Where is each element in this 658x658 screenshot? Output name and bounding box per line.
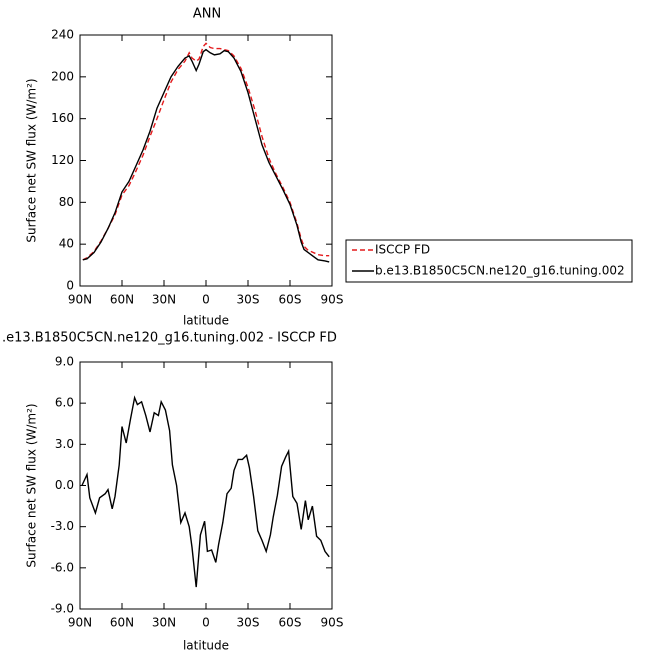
y-tick-label: -6.0 [51, 560, 74, 574]
x-axis-label: latitude [183, 639, 229, 653]
y-tick-label: 200 [51, 69, 74, 83]
y-axis-label: Surface net SW flux (W/m²) [25, 403, 39, 567]
x-tick-label: 90N [68, 616, 92, 630]
x-tick-label: 60S [279, 616, 302, 630]
x-tick-label: 0 [202, 616, 210, 630]
x-tick-label: 60N [110, 293, 134, 307]
y-tick-label: 160 [51, 111, 74, 125]
y-tick-label: 9.0 [55, 355, 74, 369]
chart-title: .e13.B1850C5CN.ne120_g16.tuning.002 - IS… [2, 331, 337, 346]
y-tick-label: 40 [59, 237, 74, 251]
x-tick-label: 90S [321, 293, 344, 307]
y-tick-label: -3.0 [51, 519, 74, 533]
x-tick-label: 30N [152, 616, 176, 630]
x-tick-label: 90N [68, 293, 92, 307]
plot-frame [79, 361, 333, 610]
x-tick-label: 30N [152, 293, 176, 307]
x-tick-label: 60N [110, 616, 134, 630]
y-tick-label: 6.0 [55, 396, 74, 410]
y-tick-label: -9.0 [51, 602, 74, 616]
y-tick-label: 240 [51, 28, 74, 42]
x-axis-label: latitude [183, 314, 229, 328]
chart-title: ANN [193, 7, 221, 22]
legend-label: b.e13.B1850C5CN.ne120_g16.tuning.002 [375, 264, 625, 278]
data-line [82, 42, 330, 261]
x-tick-label: 30S [237, 616, 260, 630]
data-line [82, 48, 330, 263]
x-tick-label: 0 [202, 293, 210, 307]
x-tick-label: 30S [237, 293, 260, 307]
y-tick-label: 80 [59, 195, 74, 209]
plot-frame [79, 34, 333, 287]
legend-label: ISCCP FD [375, 243, 430, 257]
legend-box [345, 239, 633, 283]
y-tick-label: 0 [66, 279, 74, 293]
y-tick-label: 120 [51, 153, 74, 167]
y-axis-label: Surface net SW flux (W/m²) [25, 78, 39, 242]
x-tick-label: 90S [321, 616, 344, 630]
data-line [81, 395, 330, 588]
x-tick-label: 60S [279, 293, 302, 307]
y-tick-label: 3.0 [55, 437, 74, 451]
y-tick-label: 0.0 [55, 478, 74, 492]
